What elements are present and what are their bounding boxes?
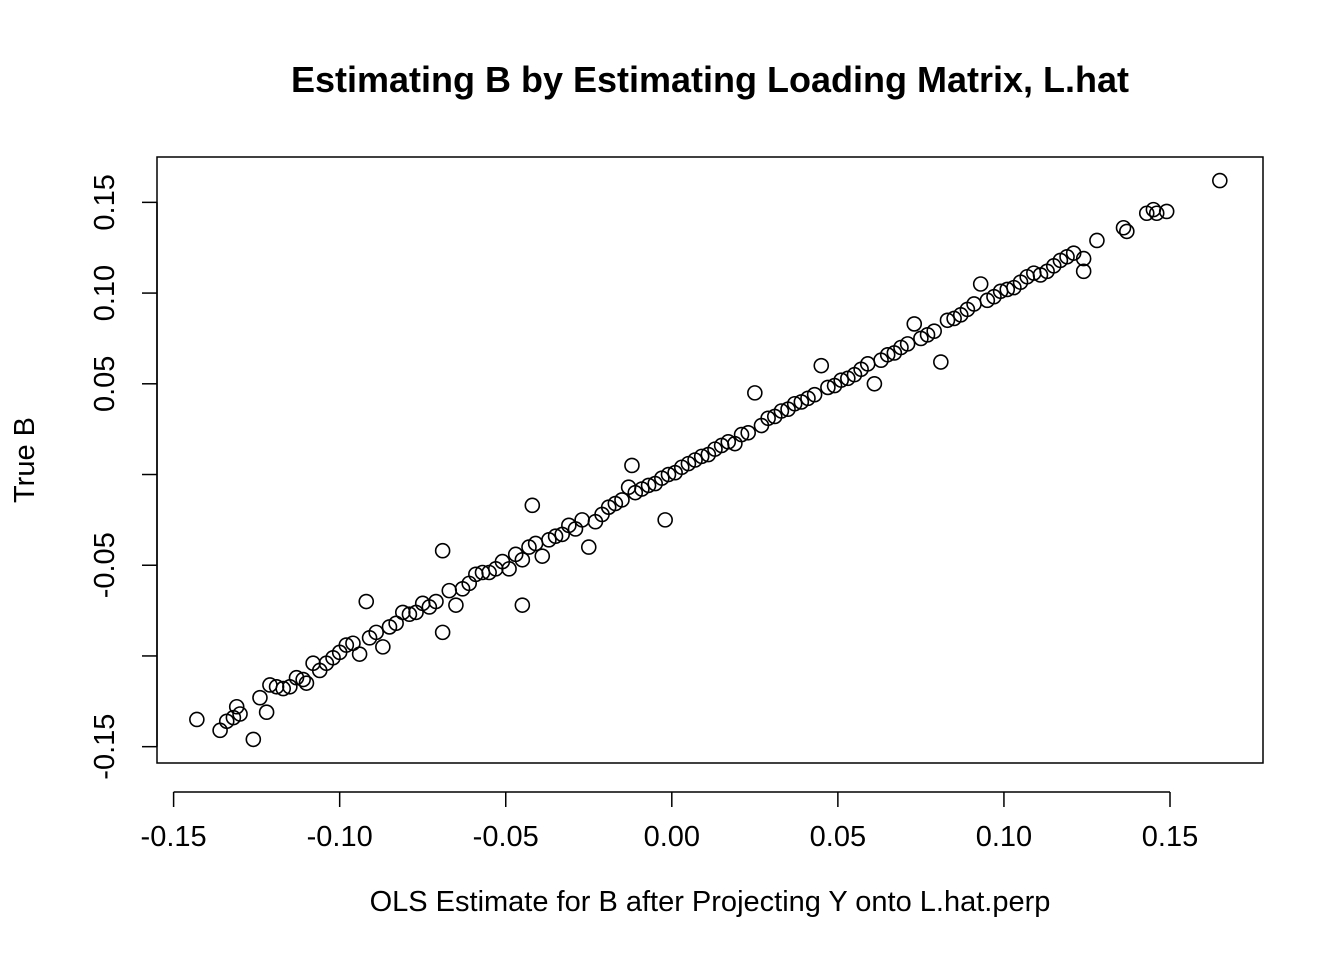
x-tick-label: 0.15 xyxy=(1142,821,1198,853)
data-point xyxy=(660,466,677,483)
data-point xyxy=(899,336,916,352)
data-point xyxy=(368,624,385,641)
data-point xyxy=(906,316,923,332)
data-point xyxy=(501,561,517,577)
data-point xyxy=(434,542,451,559)
x-tick-label: -0.15 xyxy=(141,821,207,853)
data-point xyxy=(1089,232,1105,249)
data-point xyxy=(375,639,391,655)
data-point xyxy=(1075,263,1092,280)
data-point xyxy=(820,379,836,396)
data-point xyxy=(813,357,830,374)
data-point xyxy=(657,512,673,528)
y-tick-label: -0.05 xyxy=(89,532,121,598)
data-point xyxy=(245,731,262,748)
data-point xyxy=(1158,203,1175,220)
data-point xyxy=(760,410,776,427)
data-point xyxy=(401,606,418,623)
data-point xyxy=(640,477,657,494)
data-point xyxy=(773,403,790,419)
data-point xyxy=(580,539,597,555)
data-point xyxy=(747,385,763,401)
x-tick-label: -0.05 xyxy=(473,821,539,853)
data-point xyxy=(1148,205,1165,222)
data-point xyxy=(939,312,956,329)
data-point xyxy=(1212,172,1228,189)
data-point xyxy=(999,281,1016,298)
data-point xyxy=(933,354,949,370)
data-point xyxy=(252,689,268,706)
y-tick-label: -0.15 xyxy=(89,714,121,780)
data-point xyxy=(1119,223,1135,240)
data-point xyxy=(972,276,989,292)
data-point xyxy=(298,675,315,691)
data-point xyxy=(232,706,248,722)
data-point xyxy=(448,597,464,613)
data-points xyxy=(189,172,1228,748)
data-point xyxy=(514,551,531,568)
data-point xyxy=(926,323,942,339)
data-point xyxy=(534,548,551,564)
x-axis: -0.15 -0.10 -0.05 0.00 0.05 0.10 0.15 xyxy=(141,791,1198,853)
x-tick-label: 0.00 xyxy=(644,821,700,853)
data-point xyxy=(547,528,564,545)
y-axis-label: True B xyxy=(9,417,41,503)
data-point xyxy=(228,698,245,715)
x-axis-label: OLS Estimate for B after Projecting Y on… xyxy=(370,886,1051,918)
data-point xyxy=(514,597,531,613)
data-point xyxy=(295,671,311,688)
y-tick-label: 0.05 xyxy=(89,356,121,412)
data-point xyxy=(434,624,451,641)
data-point xyxy=(879,346,896,363)
data-point xyxy=(358,593,375,610)
y-tick-label: 0.10 xyxy=(89,265,121,321)
data-point xyxy=(441,582,458,599)
data-point xyxy=(351,646,368,662)
data-point xyxy=(740,424,756,441)
data-point xyxy=(1065,245,1082,261)
data-point xyxy=(288,669,305,686)
data-point xyxy=(189,711,205,728)
data-point xyxy=(786,395,803,412)
data-point xyxy=(338,637,355,653)
data-point xyxy=(258,704,275,720)
data-point xyxy=(866,375,883,392)
data-point xyxy=(574,512,590,528)
data-point xyxy=(720,434,737,450)
data-point xyxy=(428,593,444,610)
data-point xyxy=(624,457,640,474)
data-point xyxy=(614,492,630,508)
y-tick-label: 0.15 xyxy=(89,174,121,230)
x-tick-label: 0.10 xyxy=(976,821,1032,853)
x-tick-label: -0.10 xyxy=(307,821,373,853)
y-axis: -0.15 -0.05 0.05 0.10 0.15 xyxy=(89,174,158,780)
data-point xyxy=(524,497,541,514)
data-point xyxy=(1075,250,1092,267)
chart-title: Estimating B by Estimating Loading Matri… xyxy=(291,59,1129,100)
data-point xyxy=(212,722,228,739)
data-point xyxy=(275,680,292,697)
x-tick-label: 0.05 xyxy=(810,821,866,853)
data-point xyxy=(693,448,710,465)
data-point xyxy=(806,386,823,403)
data-point xyxy=(733,426,750,443)
data-point xyxy=(833,372,849,388)
data-point xyxy=(1115,219,1132,236)
